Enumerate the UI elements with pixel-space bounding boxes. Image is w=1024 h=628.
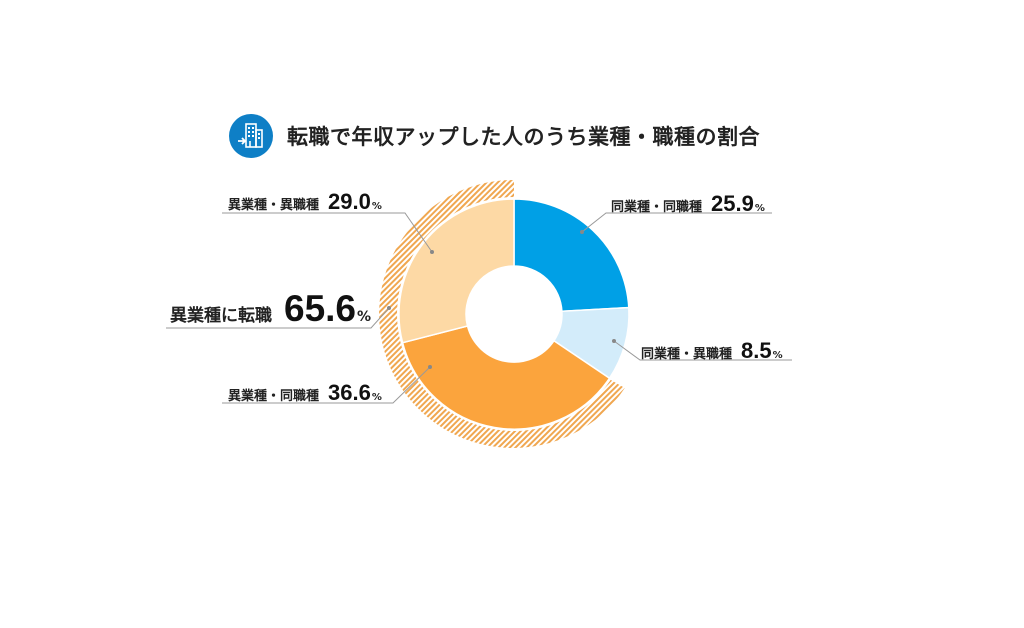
slice-diff-industry-diff-job [398,198,515,344]
label-same-industry-diff-job: 同業種・異職種 8.5 % [641,338,783,363]
slice-same-industry-same-job [513,198,630,313]
leader-dots [387,230,616,369]
label-diff-industry-diff-job: 異業種・異職種 29.0 % [228,189,382,214]
label-diff-industry-same-job: 異業種・同職種 36.6 % [228,380,382,405]
chart-title: 転職で年収アップした人のうち業種・職種の割合 [287,125,760,149]
leader-lines [166,212,792,404]
label-diff-industry-total: 異業種に転職 65.6 % [170,288,372,329]
office-building-arrow-icon [229,114,273,158]
slice-diff-industry-same-job [401,325,611,430]
chart-title-bar: 転職で年収アップした人のうち業種・職種の割合 [229,114,760,158]
label-same-industry-same-job: 同業種・同職種 25.9 % [611,191,765,216]
